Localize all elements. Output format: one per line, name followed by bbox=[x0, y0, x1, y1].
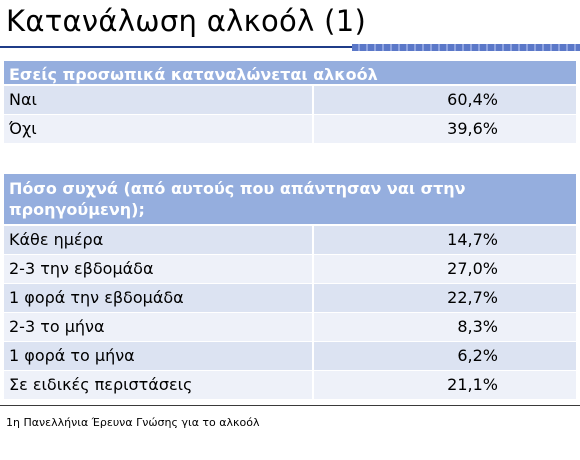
row-label: 2-3 το μήνα bbox=[4, 313, 314, 341]
table-row: Σε ειδικές περιστάσεις 21,1% bbox=[4, 371, 576, 400]
row-value: 60,4% bbox=[447, 90, 498, 109]
row-value: 39,6% bbox=[447, 119, 498, 138]
row-label: 1 φορά την εβδομάδα bbox=[4, 284, 314, 312]
table-header: Πόσο συχνά (από αυτούς που απάντησαν ναι… bbox=[4, 174, 576, 226]
table-row: 1 φορά την εβδομάδα 22,7% bbox=[4, 284, 576, 313]
table-row: Όχι 39,6% bbox=[4, 115, 576, 144]
row-label: 2-3 την εβδομάδα bbox=[4, 255, 314, 283]
row-label: 1 φορά το μήνα bbox=[4, 342, 314, 370]
footer-rule bbox=[0, 405, 580, 406]
row-label: Σε ειδικές περιστάσεις bbox=[4, 371, 314, 399]
frequency-table: Πόσο συχνά (από αυτούς που απάντησαν ναι… bbox=[4, 174, 576, 400]
row-value: 27,0% bbox=[447, 259, 498, 278]
row-value: 22,7% bbox=[447, 288, 498, 307]
table-header: Εσείς προσωπικά καταναλώνεται αλκοόλ bbox=[4, 61, 576, 86]
title-rule bbox=[0, 46, 580, 48]
row-value: 6,2% bbox=[457, 346, 498, 365]
title-rule-accent bbox=[352, 44, 580, 51]
row-label: Κάθε ημέρα bbox=[4, 226, 314, 254]
row-value: 8,3% bbox=[457, 317, 498, 336]
table-row: 2-3 την εβδομάδα 27,0% bbox=[4, 255, 576, 284]
row-value: 14,7% bbox=[447, 230, 498, 249]
table-row: 1 φορά το μήνα 6,2% bbox=[4, 342, 576, 371]
source-footnote: 1η Πανελλήνια Έρευνα Γνώσης για το αλκοό… bbox=[6, 416, 260, 429]
table-row: Ναι 60,4% bbox=[4, 86, 576, 115]
row-value: 21,1% bbox=[447, 375, 498, 394]
slide-title: Κατανάλωση αλκοόλ (1) bbox=[6, 4, 367, 38]
row-label: Ναι bbox=[4, 86, 314, 114]
alcohol-consumption-table: Εσείς προσωπικά καταναλώνεται αλκοόλ Ναι… bbox=[4, 61, 576, 144]
table-row: 2-3 το μήνα 8,3% bbox=[4, 313, 576, 342]
row-label: Όχι bbox=[4, 115, 314, 143]
table-row: Κάθε ημέρα 14,7% bbox=[4, 226, 576, 255]
